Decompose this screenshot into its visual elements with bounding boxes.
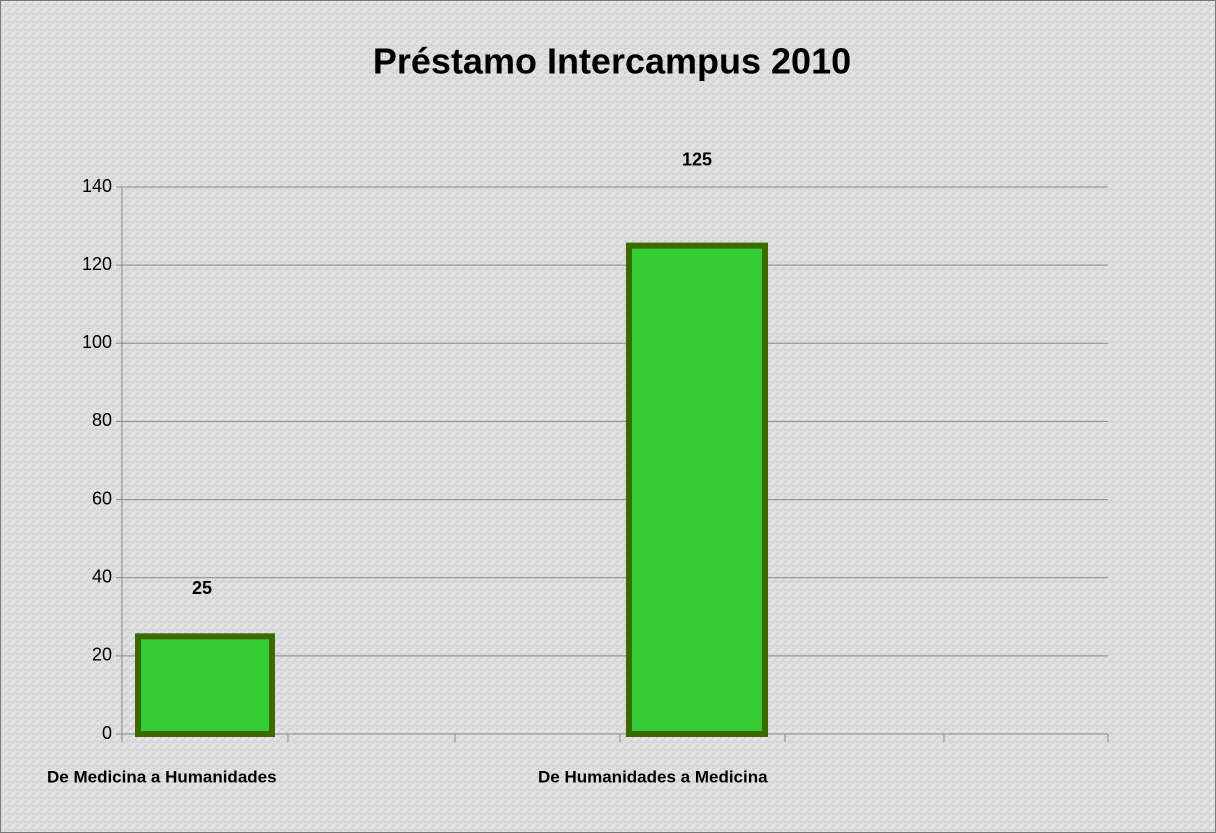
y-tick-label: 60 bbox=[92, 488, 112, 508]
y-tick-label: 100 bbox=[82, 332, 112, 352]
y-tick-label: 40 bbox=[92, 566, 112, 586]
y-tick-label: 120 bbox=[82, 254, 112, 274]
bar bbox=[626, 242, 768, 737]
data-label: 25 bbox=[192, 578, 212, 598]
y-tick-label: 0 bbox=[102, 723, 112, 743]
x-tick-label: De Medicina a Humanidades bbox=[47, 767, 277, 786]
x-tick-label: De Humanidades a Medicina bbox=[538, 767, 768, 786]
y-tick-label: 20 bbox=[92, 645, 112, 665]
chart-title: Préstamo Intercampus 2010 bbox=[373, 41, 851, 82]
data-label: 125 bbox=[682, 149, 712, 169]
x-axis-ticks bbox=[121, 734, 1109, 742]
bar bbox=[135, 633, 275, 737]
y-tick-label: 140 bbox=[82, 176, 112, 196]
y-tick-label: 80 bbox=[92, 410, 112, 430]
